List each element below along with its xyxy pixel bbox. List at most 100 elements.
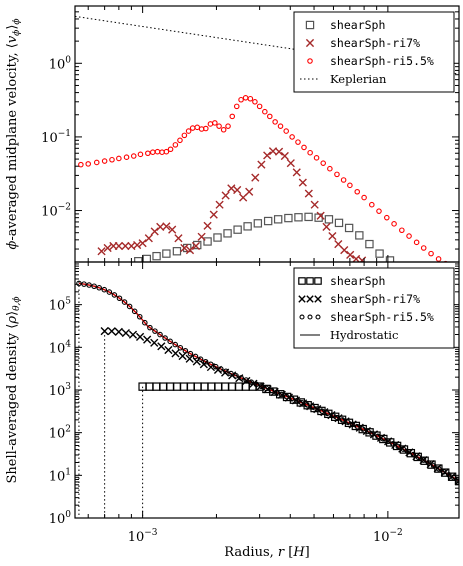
point-shearsphri7 bbox=[340, 246, 349, 255]
point-shearsphri7 bbox=[180, 243, 189, 253]
point-shearsphri55 bbox=[307, 149, 313, 156]
point-shearsphri55 bbox=[428, 250, 434, 257]
point-shearsph bbox=[223, 229, 232, 238]
point-shearsphri55 bbox=[262, 108, 268, 115]
point-shearsphri7 bbox=[114, 327, 123, 336]
point-shearsph bbox=[142, 254, 151, 262]
point-shearsphri7 bbox=[162, 222, 171, 231]
legend-swatch bbox=[298, 277, 306, 285]
point-shearsph bbox=[234, 382, 244, 391]
point-shearsphri55 bbox=[182, 347, 189, 354]
point-shearsphri55 bbox=[283, 393, 290, 400]
point-shearsphri7 bbox=[286, 159, 295, 168]
legend-swatch bbox=[307, 58, 313, 64]
point-shearsphri55 bbox=[116, 295, 123, 302]
point-shearsphri55 bbox=[365, 428, 371, 435]
y-tick-label: 100 bbox=[49, 55, 72, 72]
x-tick-label: 10−3 bbox=[128, 528, 158, 545]
point-shearsphri7 bbox=[251, 173, 260, 182]
point-shearsphri55 bbox=[406, 233, 412, 239]
point-shearsphri55 bbox=[314, 406, 320, 412]
point-shearsphri55 bbox=[334, 171, 340, 178]
point-shearsph bbox=[243, 222, 252, 231]
point-shearsphri55 bbox=[420, 245, 427, 251]
point-shearsphri7 bbox=[209, 210, 218, 219]
point-shearsphri55 bbox=[177, 137, 183, 144]
point-shearsphri55 bbox=[413, 239, 420, 246]
point-shearsphri7 bbox=[107, 327, 116, 336]
point-shearsphri7 bbox=[280, 151, 289, 161]
point-shearsphri55 bbox=[212, 120, 218, 126]
y-tick-label: 104 bbox=[49, 339, 72, 356]
point-shearsphri55 bbox=[91, 283, 97, 290]
y-tick-label: 10−2 bbox=[41, 203, 71, 220]
point-shearsphri55 bbox=[101, 286, 108, 293]
bottom-plot-frame bbox=[74, 261, 460, 519]
point-shearsphri55 bbox=[207, 121, 214, 127]
point-shearsphri55 bbox=[126, 303, 133, 310]
point-shearsph bbox=[152, 251, 161, 261]
point-shearsphri55 bbox=[359, 426, 366, 432]
point-shearsph bbox=[193, 240, 202, 250]
point-shearsphri55 bbox=[390, 441, 396, 447]
point-shearsph bbox=[355, 231, 364, 240]
point-shearsphri55 bbox=[93, 159, 100, 166]
point-shearsphri7 bbox=[274, 147, 284, 156]
point-shearsphri7 bbox=[174, 234, 183, 243]
point-shearsphri55 bbox=[136, 313, 143, 320]
point-shearsphri55 bbox=[163, 148, 170, 155]
point-shearsph bbox=[253, 219, 263, 228]
legend-swatch bbox=[307, 314, 313, 320]
point-shearsphri7 bbox=[203, 221, 212, 230]
point-shearsphri7 bbox=[100, 327, 109, 336]
point-shearsphri55 bbox=[349, 421, 356, 428]
point-shearsph bbox=[304, 212, 313, 222]
point-shearsphri55 bbox=[263, 385, 270, 392]
point-shearsphri55 bbox=[154, 148, 161, 155]
point-shearsphri7 bbox=[178, 351, 187, 361]
point-shearsphri55 bbox=[81, 281, 87, 287]
point-shearsphri7 bbox=[138, 239, 147, 248]
top-panel: 100 10−1 10−2 ϕ-averaged midplane velocity… bbox=[5, 5, 460, 263]
point-shearsph bbox=[385, 256, 395, 262]
point-shearsphri55 bbox=[181, 132, 188, 139]
bottom-panel: 10−3 10−2 100 101 102 103 104 105 Shell-average… bbox=[5, 261, 460, 560]
point-shearsphri55 bbox=[446, 472, 452, 478]
point-shearsphri55 bbox=[319, 408, 325, 414]
point-shearsphri55 bbox=[339, 417, 346, 423]
point-shearsphri55 bbox=[238, 96, 244, 103]
point-shearsphri7 bbox=[257, 160, 266, 169]
point-shearsphri7 bbox=[197, 232, 206, 241]
point-shearsphri7 bbox=[157, 342, 166, 351]
point-shearsph bbox=[375, 249, 384, 258]
y-tick-label: 10−1 bbox=[41, 129, 71, 146]
point-shearsphri55 bbox=[109, 156, 115, 163]
point-shearsph bbox=[227, 382, 237, 391]
point-shearsphri55 bbox=[111, 292, 118, 298]
point-shearsphri55 bbox=[391, 221, 397, 227]
point-shearsphri7 bbox=[168, 225, 177, 234]
y-tick-label: 101 bbox=[49, 467, 71, 484]
point-shearsphri7 bbox=[97, 247, 106, 256]
point-shearsphri55 bbox=[376, 208, 382, 214]
point-shearsphri55 bbox=[167, 338, 173, 345]
top-legend: shearSph shearSph-ri7% shearSph-ri5.5% Kepl… bbox=[293, 11, 455, 93]
point-shearsph bbox=[263, 216, 273, 226]
point-shearsphri55 bbox=[384, 214, 390, 221]
legend-label: shearSph-ri5.5% bbox=[330, 310, 434, 324]
point-shearsphri7 bbox=[316, 211, 325, 220]
point-shearsph bbox=[220, 382, 230, 391]
point-shearsphri55 bbox=[142, 319, 148, 326]
x-axis-label: Radius, r [H] bbox=[224, 545, 309, 560]
point-shearsphri55 bbox=[248, 379, 255, 385]
point-shearsph bbox=[179, 382, 189, 391]
point-shearsphri55 bbox=[420, 457, 427, 463]
point-shearsphri55 bbox=[385, 438, 391, 445]
point-shearsphri55 bbox=[288, 395, 295, 402]
point-shearsphri55 bbox=[370, 431, 376, 437]
point-shearsphri55 bbox=[123, 154, 130, 160]
point-shearsphri55 bbox=[218, 366, 224, 372]
point-shearsphri55 bbox=[225, 123, 231, 129]
point-shearsphri55 bbox=[247, 95, 254, 102]
point-shearsphri55 bbox=[258, 383, 265, 390]
